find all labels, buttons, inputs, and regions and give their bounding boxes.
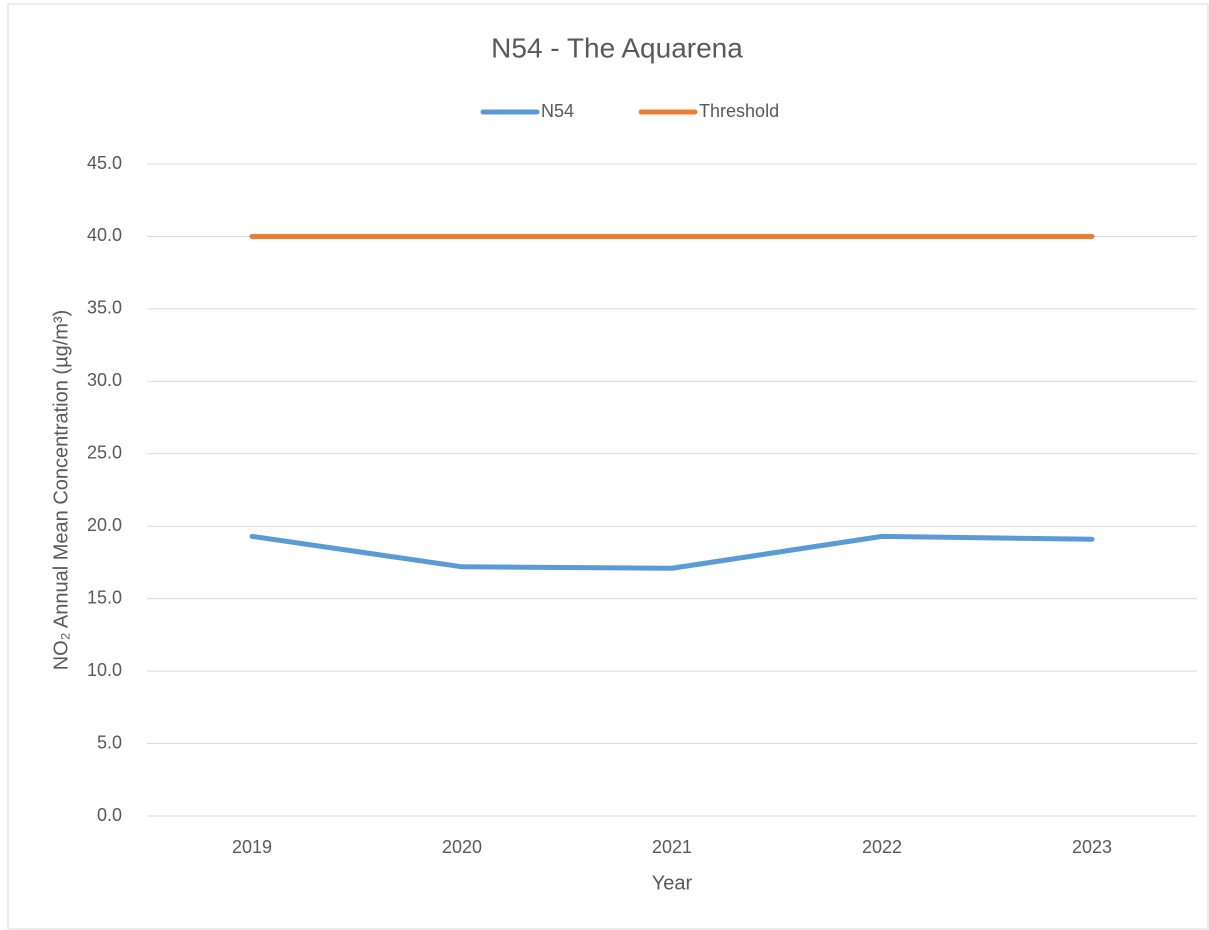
y-tick-label: 25.0 xyxy=(87,443,122,463)
x-tick-label: 2022 xyxy=(862,837,902,857)
y-tick-label: 40.0 xyxy=(87,225,122,245)
x-tick-label: 2023 xyxy=(1072,837,1112,857)
legend-label: Threshold xyxy=(699,101,779,121)
y-tick-label: 20.0 xyxy=(87,515,122,535)
y-axis-label: NO₂ Annual Mean Concentration (µg/m³) xyxy=(50,310,72,671)
x-tick-label: 2020 xyxy=(442,837,482,857)
y-tick-label: 15.0 xyxy=(87,587,122,607)
x-tick-label: 2019 xyxy=(232,837,272,857)
chart-title: N54 - The Aquarena xyxy=(491,32,743,63)
y-tick-label: 0.0 xyxy=(97,805,122,825)
y-tick-label: 5.0 xyxy=(97,732,122,752)
series-line xyxy=(249,533,1095,571)
y-tick-label: 35.0 xyxy=(87,298,122,318)
chart-frame xyxy=(7,3,1209,930)
y-tick-label: 30.0 xyxy=(87,370,122,390)
x-tick-label: 2021 xyxy=(652,837,692,857)
legend-label: N54 xyxy=(541,101,574,121)
y-tick-label: 10.0 xyxy=(87,660,122,680)
y-tick-label: 45.0 xyxy=(87,153,122,173)
x-axis-label: Year xyxy=(652,872,693,894)
